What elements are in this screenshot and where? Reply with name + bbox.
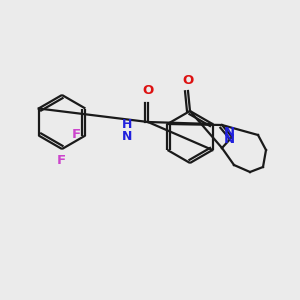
- Text: O: O: [182, 74, 194, 87]
- Text: N: N: [224, 133, 235, 146]
- Text: O: O: [142, 84, 154, 97]
- Text: N: N: [224, 126, 235, 139]
- Text: F: F: [56, 154, 66, 167]
- Text: H
N: H N: [122, 118, 132, 143]
- Text: F: F: [71, 128, 80, 141]
